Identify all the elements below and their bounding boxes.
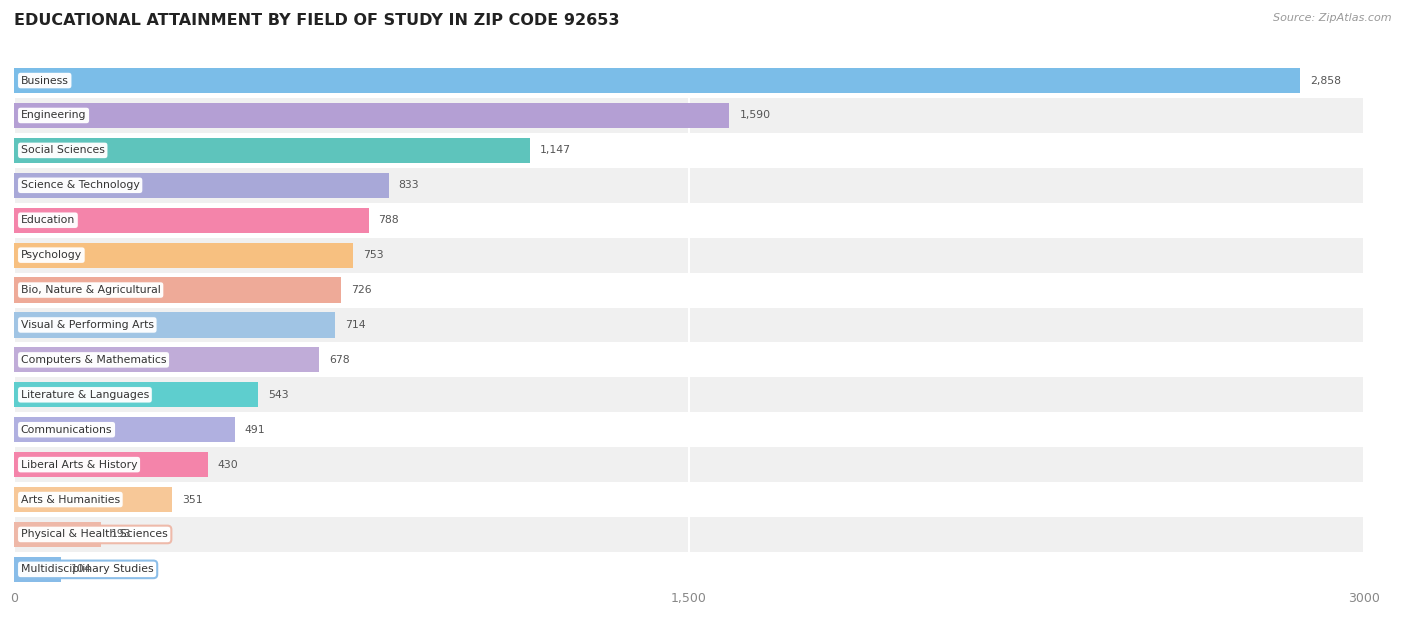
Text: 491: 491: [245, 425, 266, 435]
Text: 726: 726: [350, 285, 371, 295]
Text: 833: 833: [399, 180, 419, 191]
Text: EDUCATIONAL ATTAINMENT BY FIELD OF STUDY IN ZIP CODE 92653: EDUCATIONAL ATTAINMENT BY FIELD OF STUDY…: [14, 13, 620, 28]
Text: 543: 543: [269, 390, 288, 400]
Bar: [14, 312, 335, 338]
Bar: [14, 557, 60, 582]
Text: Multidisciplinary Studies: Multidisciplinary Studies: [21, 564, 153, 574]
Bar: [14, 63, 1364, 98]
Text: Source: ZipAtlas.com: Source: ZipAtlas.com: [1274, 13, 1392, 23]
Bar: [14, 487, 172, 512]
Bar: [14, 382, 259, 408]
Text: 193: 193: [111, 529, 131, 540]
Bar: [14, 273, 1364, 307]
Text: Social Sciences: Social Sciences: [21, 145, 104, 155]
Bar: [14, 203, 1364, 238]
Text: Business: Business: [21, 76, 69, 86]
Bar: [14, 98, 1364, 133]
Bar: [14, 173, 389, 198]
Bar: [14, 68, 1301, 93]
Bar: [14, 242, 353, 268]
Bar: [14, 447, 1364, 482]
Bar: [14, 417, 235, 442]
Text: Physical & Health Sciences: Physical & Health Sciences: [21, 529, 167, 540]
Bar: [14, 133, 1364, 168]
Bar: [14, 552, 1364, 587]
Text: 351: 351: [181, 495, 202, 505]
Bar: [14, 103, 730, 128]
Text: Science & Technology: Science & Technology: [21, 180, 139, 191]
Bar: [14, 377, 1364, 412]
Text: Psychology: Psychology: [21, 250, 82, 260]
Text: Computers & Mathematics: Computers & Mathematics: [21, 355, 166, 365]
Text: 1,590: 1,590: [740, 110, 770, 121]
Text: Arts & Humanities: Arts & Humanities: [21, 495, 120, 505]
Bar: [14, 412, 1364, 447]
Bar: [14, 278, 340, 303]
Text: 104: 104: [70, 564, 91, 574]
Text: 1,147: 1,147: [540, 145, 571, 155]
Bar: [14, 482, 1364, 517]
Text: Liberal Arts & History: Liberal Arts & History: [21, 459, 138, 469]
Text: Literature & Languages: Literature & Languages: [21, 390, 149, 400]
Bar: [14, 452, 208, 477]
Text: 753: 753: [363, 250, 384, 260]
Bar: [14, 208, 368, 233]
Bar: [14, 517, 1364, 552]
Bar: [14, 343, 1364, 377]
Bar: [14, 138, 530, 163]
Bar: [14, 238, 1364, 273]
Text: 430: 430: [218, 459, 238, 469]
Text: Communications: Communications: [21, 425, 112, 435]
Bar: [14, 307, 1364, 343]
Text: Visual & Performing Arts: Visual & Performing Arts: [21, 320, 153, 330]
Bar: [14, 522, 101, 547]
Text: 788: 788: [378, 215, 399, 225]
Bar: [14, 168, 1364, 203]
Bar: [14, 347, 319, 372]
Text: Engineering: Engineering: [21, 110, 86, 121]
Text: 714: 714: [346, 320, 366, 330]
Text: Bio, Nature & Agricultural: Bio, Nature & Agricultural: [21, 285, 160, 295]
Text: 678: 678: [329, 355, 350, 365]
Text: Education: Education: [21, 215, 75, 225]
Text: 2,858: 2,858: [1310, 76, 1341, 86]
